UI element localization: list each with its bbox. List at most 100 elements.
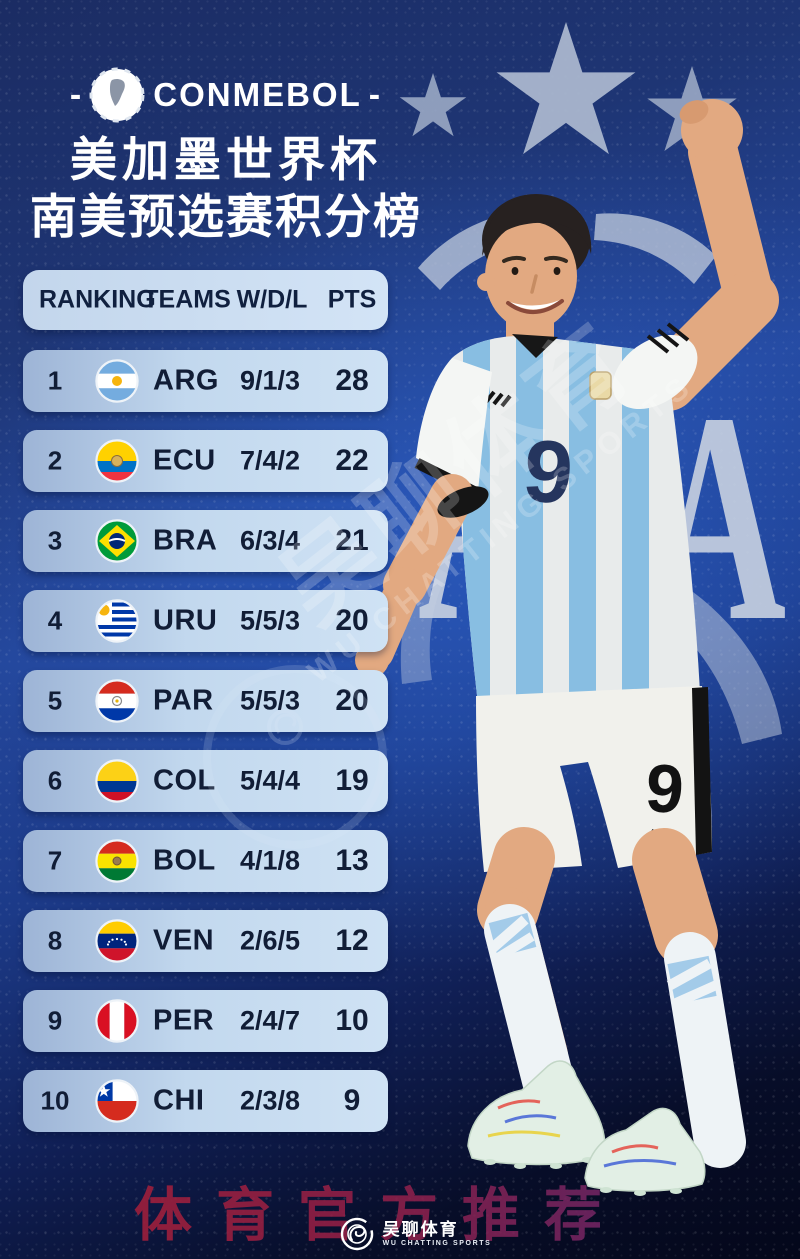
wdl-cell: 2/6/5 (239, 925, 301, 956)
table-row: 7 BOL 4/1/8 13 (23, 830, 388, 892)
chile-flag-icon (95, 1079, 139, 1123)
footer-logo-en: WU CHATTING SPORTS (382, 1239, 492, 1247)
rank-cell: 9 (47, 1005, 63, 1036)
shorts-adidas-icon (646, 828, 670, 844)
ecuador-flag-icon (95, 439, 139, 483)
jersey-number: 9 (520, 420, 577, 523)
player-fist (681, 99, 743, 161)
player-shorts: 9 (476, 686, 712, 872)
team-cell: CHI (153, 1084, 205, 1117)
player-legs (477, 827, 740, 1134)
team-cell: ARG (153, 364, 219, 397)
player-jersey: 9 (414, 322, 700, 704)
right-wing-shape (594, 213, 716, 284)
table-row: 6 COL 5/4/4 19 (23, 750, 388, 812)
team-cell: PAR (153, 684, 214, 717)
rank-cell: 1 (47, 365, 63, 396)
afa-watermark: AFA (418, 351, 786, 683)
table-row: 9 PER 2/4/7 10 (23, 990, 388, 1052)
rank-cell: 6 (47, 765, 63, 796)
bolivia-flag-icon (95, 839, 139, 883)
rank-cell: 2 (47, 445, 63, 476)
team-cell: ECU (153, 444, 216, 477)
brand-dash-left: - (69, 76, 82, 114)
colombia-flag-icon (95, 759, 139, 803)
pts-cell: 28 (335, 364, 369, 397)
title-line2: 南美预选赛积分榜 (30, 190, 422, 244)
rank-cell: 4 (47, 605, 63, 636)
wdl-cell: 2/4/7 (239, 1005, 301, 1036)
team-cell: BOL (153, 844, 216, 877)
table-row: 5 PAR 5/5/3 20 (23, 670, 388, 732)
player-head (477, 194, 592, 330)
svg-text:AFA: AFA (418, 351, 786, 683)
brand-word: CONMEBOL (153, 76, 362, 113)
right-sleeve (612, 334, 698, 410)
wu-sports-logo-icon (340, 1217, 373, 1251)
pts-cell: 13 (335, 844, 369, 877)
pts-cell: 20 (335, 604, 369, 637)
conmebol-brand: - CONMEBOL - (0, 66, 450, 124)
rank-cell: 10 (40, 1085, 70, 1116)
svg-text:9: 9 (520, 420, 577, 523)
pts-cell: 10 (335, 1004, 369, 1037)
team-cell: PER (153, 1004, 215, 1037)
title-line1: 美加墨世界杯 (70, 133, 382, 186)
column-wdl: W/D/L (236, 285, 308, 314)
shorts-side-stripe (692, 687, 712, 855)
adidas-stripes-icon (484, 390, 512, 408)
pts-cell: 19 (335, 764, 369, 797)
footer-logo-cn: 吴聊体育 (382, 1219, 459, 1239)
table-row: 4 URU 5/5/3 20 (23, 590, 388, 652)
team-cell: COL (153, 764, 216, 797)
uruguay-flag-icon (95, 599, 139, 643)
wdl-cell: 5/5/3 (239, 605, 301, 636)
center-star-icon (496, 22, 636, 155)
rank-cell: 3 (47, 525, 63, 556)
paraguay-flag-icon (95, 679, 139, 723)
black-wristband (437, 486, 489, 518)
team-cell: VEN (153, 924, 215, 957)
wdl-cell: 2/3/8 (239, 1085, 301, 1116)
table-row: 10 CHI 2/3/8 9 (23, 1070, 388, 1132)
table-row: 1 ARG 9/1/3 28 (23, 350, 388, 412)
pts-cell: 9 (343, 1084, 361, 1117)
column-teams: TEAMS (143, 285, 231, 314)
table-row: 2 ECU 7/4/2 22 (23, 430, 388, 492)
afa-crest-icon (589, 371, 612, 400)
rank-cell: 5 (47, 685, 63, 716)
team-cell: URU (153, 604, 218, 637)
rank-cell: 8 (47, 925, 63, 956)
pts-cell: 12 (335, 924, 369, 957)
player-neck (506, 316, 554, 352)
wdl-cell: 4/1/8 (239, 845, 301, 876)
column-ranking: RANKING (39, 285, 156, 314)
team-cell: BRA (153, 524, 218, 557)
promo-text: 体育官方推荐 (0, 1168, 760, 1252)
player-socks (484, 904, 746, 1168)
brazil-flag-icon (95, 519, 139, 563)
footer-brand: 吴聊体育 WU CHATTING SPORTS (0, 1216, 800, 1252)
right-star-icon (647, 66, 737, 151)
wdl-cell: 6/3/4 (239, 525, 301, 556)
column-pts: PTS (327, 285, 377, 314)
pts-cell: 22 (335, 444, 369, 477)
venezuela-flag-icon (95, 919, 139, 963)
argentina-flag-icon (95, 359, 139, 403)
jersey-collar (512, 334, 558, 358)
wdl-cell: 9/1/3 (239, 365, 301, 396)
player-raised-arm (639, 99, 779, 411)
table-row: 3 BRA 6/3/4 21 (23, 510, 388, 572)
wdl-cell: 5/4/4 (239, 765, 301, 796)
poster-titles: 美加墨世界杯 南美预选赛积分榜 (0, 132, 452, 247)
wdl-cell: 7/4/2 (239, 445, 301, 476)
right-laurel-swoosh (620, 560, 782, 744)
brand-dash-right: - (368, 76, 381, 114)
table-row: 8 VEN 2/6/5 12 (23, 910, 388, 972)
conmebol-logo-icon (89, 67, 145, 123)
wdl-cell: 5/5/3 (239, 685, 301, 716)
left-sleeve (416, 358, 492, 492)
peru-flag-icon (95, 999, 139, 1043)
shorts-number: 9 (643, 750, 686, 828)
